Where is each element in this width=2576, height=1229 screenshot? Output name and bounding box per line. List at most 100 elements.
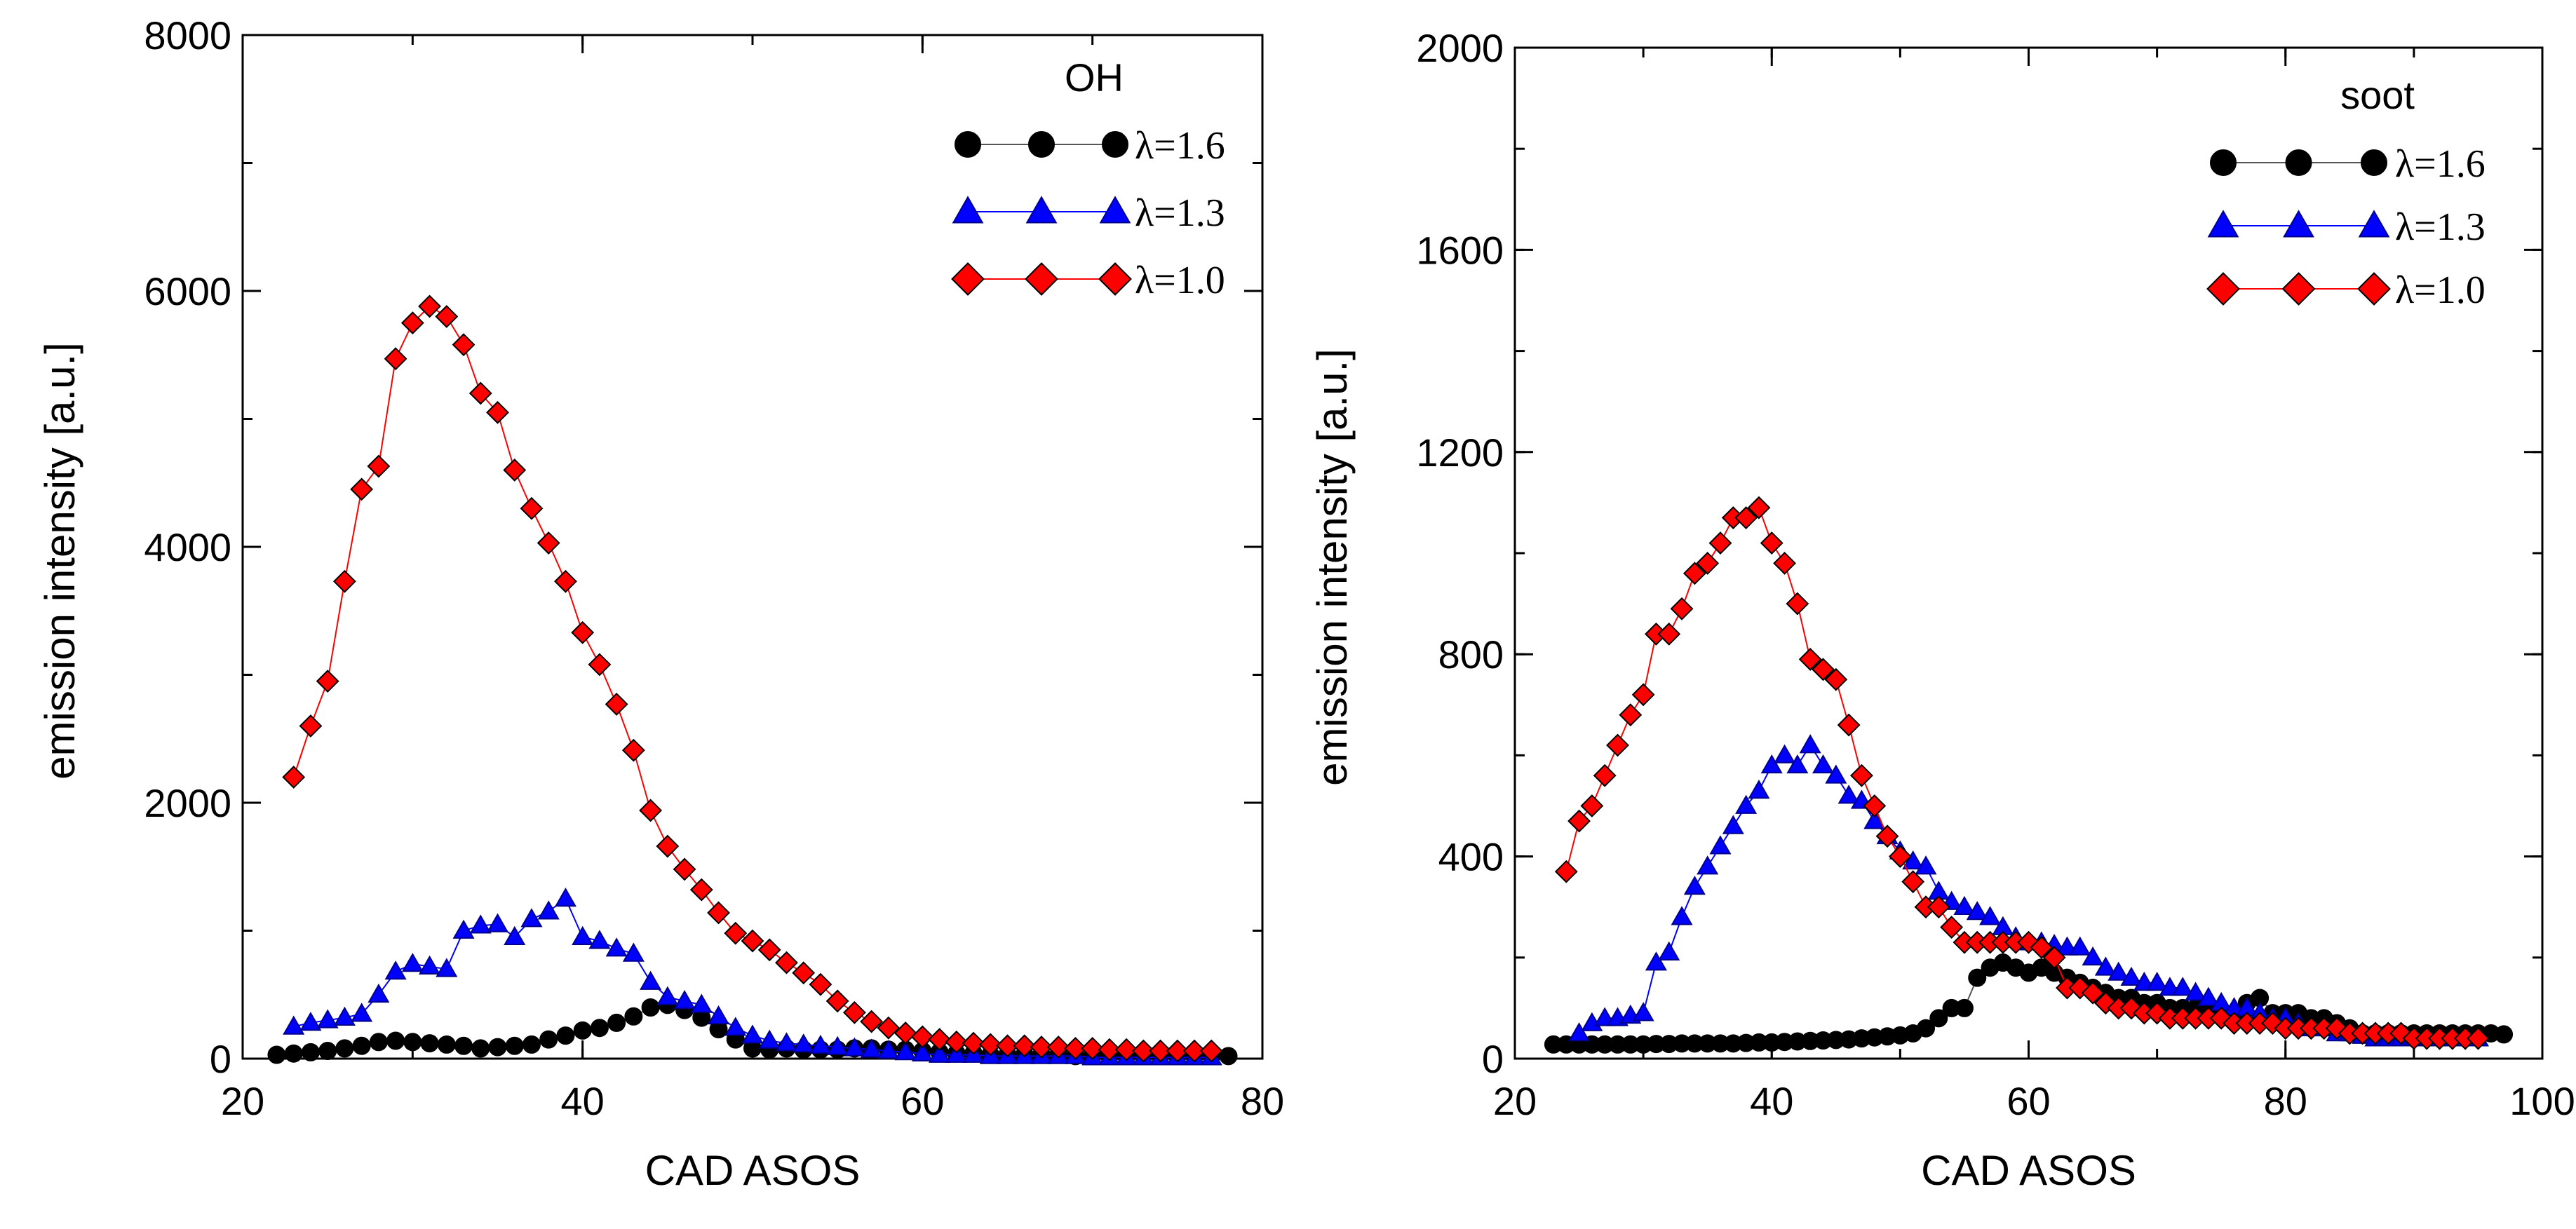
legend-marker: [951, 262, 985, 296]
data-point: [1940, 916, 1964, 939]
data-point: [673, 857, 696, 881]
data-point: [471, 1039, 490, 1058]
legend-marker: [2283, 210, 2314, 238]
oh-emission-chart: 20 40 60 80 0 2000 4000 6000 8000 CAD ASOS emissio…: [36, 13, 1284, 1194]
y-tick-label: 1600: [1416, 228, 1504, 272]
data-point: [554, 888, 576, 907]
data-point: [1747, 496, 1771, 520]
data-point: [1824, 667, 1848, 691]
data-point: [1837, 713, 1861, 737]
y-tick-label: 4000: [144, 525, 231, 569]
data-point: [1568, 1022, 1591, 1042]
legend-marker: [2210, 149, 2237, 176]
y-tick-label: 2000: [144, 781, 231, 825]
y-axis-label: emission intensity [a.u.]: [1309, 348, 1356, 786]
data-point: [1722, 815, 1744, 834]
data-point: [641, 998, 660, 1017]
data-point: [1081, 1036, 1105, 1060]
data-point: [1166, 1039, 1189, 1063]
data-point: [1199, 1039, 1223, 1063]
data-point: [1888, 845, 1912, 869]
data-point: [419, 955, 441, 975]
data-point: [539, 1030, 558, 1049]
data-point: [724, 921, 748, 945]
data-point: [622, 942, 645, 962]
data-point: [1915, 855, 1937, 875]
data-point: [640, 970, 662, 990]
data-point: [910, 1025, 934, 1049]
data-point: [335, 1039, 354, 1058]
data-point: [488, 1038, 507, 1057]
data-point: [978, 1033, 1002, 1057]
data-point: [1697, 855, 1719, 875]
data-point: [1567, 809, 1591, 833]
data-point: [401, 953, 424, 972]
legend-marker: [1098, 262, 1132, 296]
data-point: [1030, 1036, 1053, 1059]
data-point: [318, 1042, 337, 1061]
data-point: [403, 1033, 422, 1052]
data-point: [945, 1043, 968, 1063]
series-2: [1554, 496, 2490, 1050]
data-point: [708, 1005, 730, 1025]
data-point: [1696, 552, 1720, 575]
series-1: [1568, 734, 2489, 1047]
data-point: [1863, 810, 1886, 829]
data-point: [1901, 870, 1925, 894]
data-point: [1013, 1034, 1037, 1058]
data-point: [554, 569, 577, 593]
legend-title: soot: [2340, 73, 2415, 117]
data-point: [690, 993, 713, 1013]
data-point: [1658, 941, 1680, 960]
data-point: [724, 1017, 747, 1036]
data-point: [267, 1045, 286, 1064]
data-point: [1606, 733, 1629, 757]
data-point: [996, 1034, 1019, 1058]
legend-marker: [1025, 196, 1058, 224]
data-point: [2185, 982, 2207, 1001]
y-tick-label: 0: [1482, 1037, 1504, 1081]
data-point: [826, 1036, 849, 1055]
data-point: [894, 1041, 917, 1061]
data-point: [1064, 1036, 1087, 1060]
data-point: [1580, 794, 1604, 817]
data-point: [1098, 1038, 1121, 1061]
legend-label: λ=1.3: [1135, 191, 1225, 235]
data-point: [689, 878, 713, 902]
data-point: [2069, 936, 2091, 956]
data-point: [367, 983, 390, 1003]
data-point: [1955, 998, 1974, 1017]
y-axis-label: emission intensity [a.u.]: [36, 342, 83, 780]
data-point: [1968, 968, 1987, 987]
data-point: [452, 333, 476, 357]
data-point: [673, 990, 696, 1010]
data-point: [928, 1028, 951, 1052]
data-point: [1631, 683, 1655, 707]
legend-marker: [955, 131, 981, 158]
data-point: [418, 294, 441, 318]
data-point: [436, 958, 458, 977]
data-point: [656, 986, 679, 1005]
data-point: [504, 925, 526, 945]
data-point: [929, 1043, 951, 1063]
series-2: [282, 294, 1223, 1063]
data-point: [369, 1033, 388, 1052]
data-point: [435, 305, 459, 328]
data-point: [284, 1044, 303, 1063]
data-point: [1799, 734, 1821, 754]
legend-marker: [2281, 272, 2316, 306]
data-point: [2081, 981, 2105, 1005]
legend-marker: [2207, 210, 2239, 238]
data-point: [707, 901, 730, 925]
x-tick-label: 80: [1241, 1079, 1284, 1123]
data-point: [1619, 703, 1643, 727]
data-point: [1875, 824, 1899, 848]
data-point: [792, 961, 816, 985]
data-point: [301, 1043, 320, 1061]
data-point: [1837, 785, 1860, 804]
legend-marker: [2206, 272, 2240, 306]
x-tick-label: 100: [2509, 1079, 2575, 1123]
legend-label: λ=1.0: [1135, 259, 1225, 302]
data-point: [572, 925, 594, 945]
